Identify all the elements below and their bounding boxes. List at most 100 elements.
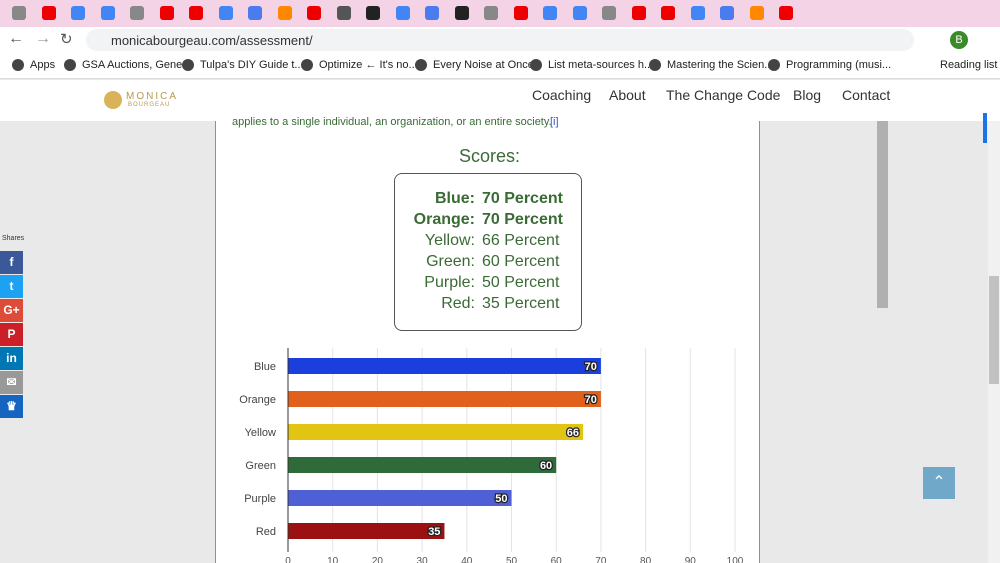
bookmark-icon: [64, 59, 76, 71]
site-header: MONICA BOURGEAU Coaching About The Change …: [0, 80, 1000, 121]
score-label: Blue:: [435, 190, 475, 207]
score-value: 70 Percent: [482, 190, 563, 207]
tab[interactable]: [248, 6, 262, 20]
tab[interactable]: [779, 6, 793, 20]
x-tick-label: 50: [506, 556, 518, 563]
bar: [288, 391, 601, 407]
y-tick-label: Red: [256, 526, 276, 538]
logo[interactable]: BOURGEAU: [128, 102, 171, 108]
profile[interactable]: B: [950, 31, 968, 49]
bookmark-icon: [415, 59, 427, 71]
nav-link[interactable]: The Change Code: [666, 87, 781, 103]
bookmark[interactable]: Tulpa's DIY Guide t...: [200, 59, 304, 71]
share-button[interactable]: in: [0, 347, 23, 370]
tab[interactable]: [543, 6, 557, 20]
reading-list[interactable]: Reading list: [940, 59, 998, 71]
tab[interactable]: [130, 6, 144, 20]
tab[interactable]: [395, 6, 410, 20]
tab[interactable]: [720, 6, 734, 20]
score-label: Red:: [441, 295, 475, 312]
nav-link[interactable]: Coaching: [532, 87, 592, 103]
x-tick-label: 40: [461, 556, 473, 563]
bookmark-icon: [301, 59, 313, 71]
scroll-thumb[interactable]: [989, 276, 999, 384]
tab[interactable]: [71, 6, 85, 20]
intro: applies to a single individual, an organ…: [232, 116, 552, 128]
shares-title: Shares: [2, 235, 25, 242]
bar: [288, 490, 512, 506]
bookmark[interactable]: List meta-sources h...: [548, 59, 654, 71]
bookmark[interactable]: Apps: [30, 59, 56, 71]
footnote[interactable]: [i]: [550, 116, 559, 128]
tab[interactable]: [484, 6, 498, 20]
x-tick-label: 80: [640, 556, 652, 563]
score-value: 60 Percent: [482, 253, 560, 270]
tab[interactable]: [572, 6, 587, 20]
tab[interactable]: [631, 6, 646, 20]
logo[interactable]: MONICA: [126, 91, 178, 102]
bar: [288, 424, 584, 440]
tab[interactable]: [366, 6, 380, 20]
bookmark-icon: [768, 59, 780, 71]
tab[interactable]: [749, 6, 764, 20]
share-button[interactable]: t: [0, 275, 23, 298]
tab[interactable]: [454, 6, 469, 20]
bookmark-icon: [12, 59, 24, 71]
share-button[interactable]: ✉: [0, 371, 23, 394]
bar-label: 66: [567, 427, 579, 439]
bar: [288, 457, 557, 473]
x-tick-label: 90: [685, 556, 697, 563]
tab[interactable]: [218, 6, 233, 20]
tab[interactable]: [189, 6, 203, 20]
bookmark-icon: [182, 59, 194, 71]
bookmark[interactable]: Optimize ← It's no...: [319, 59, 418, 71]
tab[interactable]: [336, 6, 351, 20]
tab[interactable]: [425, 6, 439, 20]
bookmark[interactable]: Mastering the Scien...: [667, 59, 774, 71]
back[interactable]: ←: [8, 30, 24, 47]
scores-title: Scores:: [459, 146, 521, 166]
share-button[interactable]: G+: [0, 299, 23, 322]
tab[interactable]: [661, 6, 675, 20]
bar-label: 70: [585, 361, 597, 373]
tab[interactable]: [307, 6, 321, 20]
tab[interactable]: [602, 6, 616, 20]
bookmark[interactable]: Programming (musi...: [786, 59, 892, 71]
tab[interactable]: [12, 6, 26, 20]
tab-bar: [0, 0, 1000, 27]
tab[interactable]: [100, 6, 115, 20]
x-tick-label: 60: [551, 556, 563, 563]
bookmark-icon: [649, 59, 661, 71]
tab[interactable]: [41, 6, 56, 20]
bookmark-icon: [530, 59, 542, 71]
bookmark[interactable]: GSA Auctions, Gene...: [82, 59, 192, 71]
nav-link[interactable]: Contact: [842, 87, 891, 103]
logo-icon: [104, 91, 122, 109]
x-tick-label: 10: [327, 556, 339, 563]
score-value: 66 Percent: [482, 232, 560, 249]
score-label: Yellow:: [424, 232, 475, 249]
scroll-marker: [983, 113, 987, 143]
share-button[interactable]: f: [0, 251, 23, 274]
omnibox[interactable]: monicabourgeau.com/assessment/: [86, 29, 914, 51]
bookmarks-bar: Reading list Apps GSA Auctions, Gene... Tu…: [0, 53, 1000, 79]
nav-link[interactable]: Blog: [793, 87, 822, 103]
bookmark[interactable]: Every Noise at Once: [433, 59, 534, 71]
tab[interactable]: [159, 6, 174, 20]
share-button[interactable]: ♛: [0, 395, 23, 418]
tab[interactable]: [277, 6, 292, 20]
tab[interactable]: [690, 6, 705, 20]
reload[interactable]: ↻: [60, 31, 73, 48]
x-tick-label: 30: [417, 556, 429, 563]
forward[interactable]: →: [35, 30, 51, 47]
bar-label: 60: [540, 460, 552, 472]
tab[interactable]: [513, 6, 528, 20]
x-tick-label: 100: [727, 556, 744, 563]
share-button[interactable]: P: [0, 323, 23, 346]
nav-link[interactable]: About: [609, 87, 646, 103]
y-tick-label: Blue: [254, 361, 276, 373]
back-to-top[interactable]: ⌃: [923, 467, 955, 499]
content: applies to a single individual, an organ…: [215, 116, 760, 563]
score-value: 50 Percent: [482, 274, 560, 291]
